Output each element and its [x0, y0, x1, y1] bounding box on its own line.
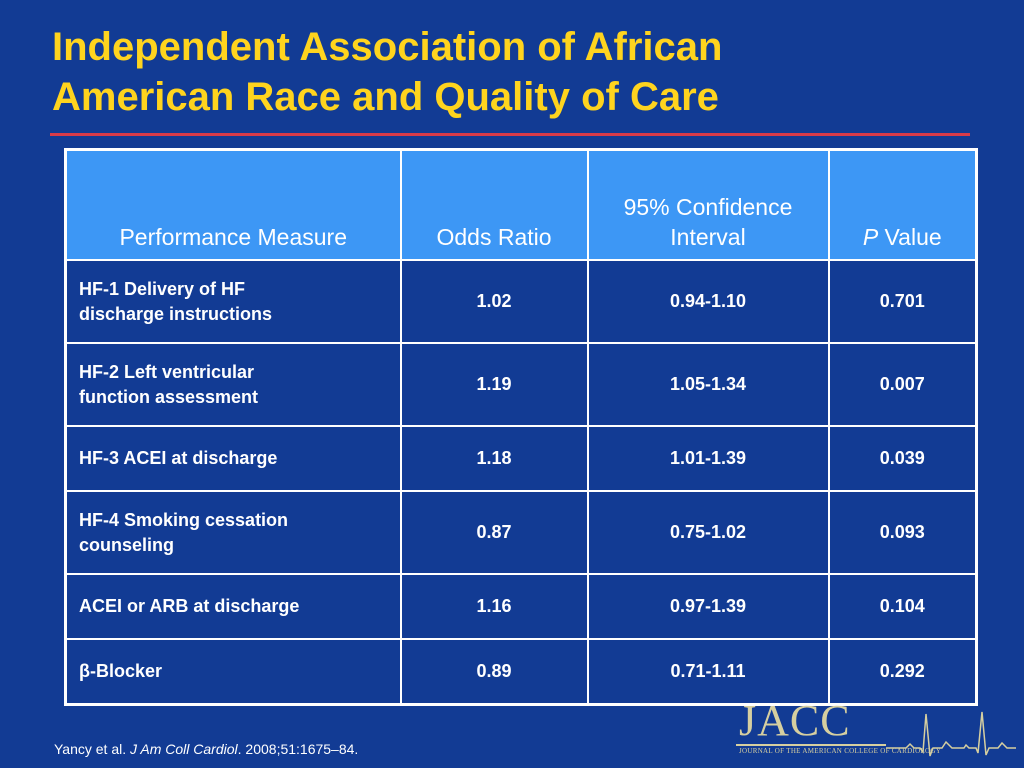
- cell-odds-ratio: 1.18: [399, 425, 589, 492]
- results-table: Performance Measure Odds Ratio 95% Confi…: [64, 148, 978, 706]
- header-performance-measure: Performance Measure: [64, 148, 402, 261]
- header-odds-ratio: Odds Ratio: [399, 148, 589, 261]
- cell-p-value: 0.039: [827, 425, 978, 492]
- citation: Yancy et al. J Am Coll Cardiol. 2008;51:…: [54, 741, 358, 757]
- cell-odds-ratio: 0.89: [399, 638, 589, 706]
- cell-odds-ratio: 1.02: [399, 259, 589, 344]
- table-row: HF-3 ACEI at discharge 1.18 1.01-1.39 0.…: [64, 425, 978, 492]
- jacc-logo: JACC JOURNAL OF THE AMERICAN COLLEGE OF …: [736, 696, 1016, 762]
- table-row: β-Blocker 0.89 0.71-1.11 0.292: [64, 638, 978, 706]
- cell-confidence-interval: 1.05-1.34: [586, 342, 830, 427]
- cell-confidence-interval: 0.94-1.10: [586, 259, 830, 344]
- header-p-value: P Value: [827, 148, 978, 261]
- table-row: HF-4 Smoking cessation counseling 0.87 0.…: [64, 490, 978, 575]
- cell-p-value: 0.701: [827, 259, 978, 344]
- cell-confidence-interval: 0.75-1.02: [586, 490, 830, 575]
- table-row: HF-2 Left ventricular function assessment…: [64, 342, 978, 427]
- slide-title: Independent Association of African Ameri…: [52, 22, 992, 122]
- slide-title-line-2: American Race and Quality of Care: [52, 75, 719, 119]
- title-divider: [50, 133, 970, 136]
- cell-p-value: 0.007: [827, 342, 978, 427]
- header-row: Performance Measure Odds Ratio 95% Confi…: [64, 148, 978, 261]
- slide-title-line-1: Independent Association of African: [52, 25, 723, 69]
- citation-journal: J Am Coll Cardiol: [130, 741, 238, 757]
- citation-details: . 2008;51:1675–84.: [237, 741, 359, 757]
- logo-underline: [736, 744, 886, 746]
- ecg-trace-icon: [886, 711, 1016, 757]
- logo-subtitle: JOURNAL OF THE AMERICAN COLLEGE OF CARDI…: [739, 747, 942, 755]
- cell-measure: HF-1 Delivery of HF discharge instruction…: [64, 259, 402, 344]
- citation-authors: Yancy et al.: [54, 741, 131, 757]
- cell-confidence-interval: 1.01-1.39: [586, 425, 830, 492]
- header-confidence-interval: 95% Confidence Interval: [586, 148, 830, 261]
- cell-measure: ACEI or ARB at discharge: [64, 573, 402, 640]
- cell-measure: HF-3 ACEI at discharge: [64, 425, 402, 492]
- cell-odds-ratio: 1.19: [399, 342, 589, 427]
- cell-p-value: 0.292: [827, 638, 978, 706]
- cell-p-value: 0.093: [827, 490, 978, 575]
- cell-measure: HF-4 Smoking cessation counseling: [64, 490, 402, 575]
- cell-confidence-interval: 0.97-1.39: [586, 573, 830, 640]
- table-row: HF-1 Delivery of HF discharge instruction…: [64, 259, 978, 344]
- cell-measure: β-Blocker: [64, 638, 402, 706]
- cell-measure: HF-2 Left ventricular function assessment: [64, 342, 402, 427]
- cell-odds-ratio: 0.87: [399, 490, 589, 575]
- table-row: ACEI or ARB at discharge 1.16 0.97-1.39 …: [64, 573, 978, 640]
- cell-odds-ratio: 1.16: [399, 573, 589, 640]
- logo-wordmark: JACC: [739, 696, 851, 745]
- cell-confidence-interval: 0.71-1.11: [586, 638, 830, 706]
- cell-p-value: 0.104: [827, 573, 978, 640]
